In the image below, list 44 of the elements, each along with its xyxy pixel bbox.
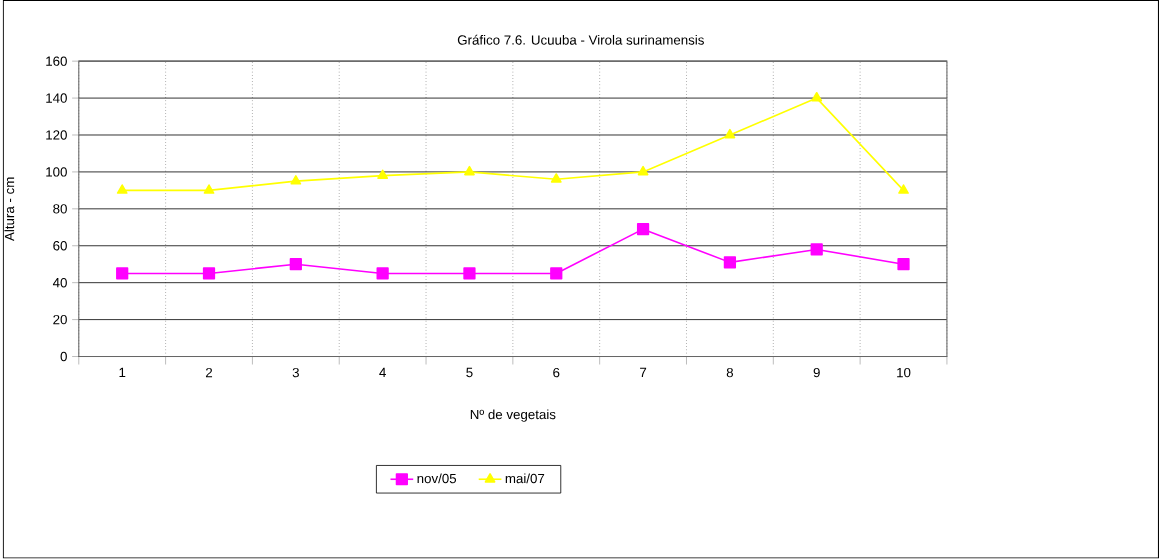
point (202, 267, 216, 280)
point (116, 267, 129, 280)
point (289, 258, 302, 271)
point (636, 223, 650, 236)
x-tick-label: 1 (119, 368, 126, 378)
point (463, 267, 476, 280)
chart-title: Gráfico 7.6. Ucuuba - Virola surinamensis (457, 35, 704, 45)
x-tick-label: 4 (379, 368, 386, 378)
y-tick-label: 120 (46, 130, 67, 140)
x-axis-title: Nº de vegetais (470, 409, 556, 423)
point (203, 184, 215, 195)
x-tick-label: 2 (205, 368, 213, 378)
point (376, 267, 389, 280)
legend-label: nov/05 (417, 473, 457, 484)
point (464, 166, 475, 176)
x-tick-label: 7 (640, 368, 647, 378)
point (898, 184, 909, 195)
point (810, 243, 823, 256)
y-tick-label: 80 (53, 204, 67, 214)
legend-label: mai/07 (505, 473, 545, 484)
x-tick-label: 10 (897, 368, 911, 378)
y-tick-label: 40 (52, 278, 67, 288)
point (897, 258, 910, 271)
point (723, 256, 737, 269)
x-tick-label: 3 (292, 368, 299, 378)
point (637, 166, 649, 176)
y-tick-label: 0 (60, 352, 67, 362)
y-axis-title: Altura - cm (4, 177, 15, 242)
point (811, 92, 823, 102)
point (377, 169, 389, 180)
x-tick-label: 9 (813, 368, 820, 378)
point (550, 173, 562, 183)
y-tick-label: 20 (53, 315, 67, 325)
point (724, 129, 736, 139)
x-tick-label: 8 (726, 368, 734, 378)
y-tick-label: 60 (53, 241, 67, 251)
y-tick-label: 160 (46, 56, 67, 67)
x-tick-label: 5 (466, 368, 473, 378)
point (550, 267, 563, 280)
y-tick-label: 100 (46, 167, 67, 177)
point (290, 175, 302, 185)
x-tick-label: 6 (553, 368, 560, 378)
y-tick-label: 140 (46, 93, 67, 104)
point (116, 184, 128, 195)
